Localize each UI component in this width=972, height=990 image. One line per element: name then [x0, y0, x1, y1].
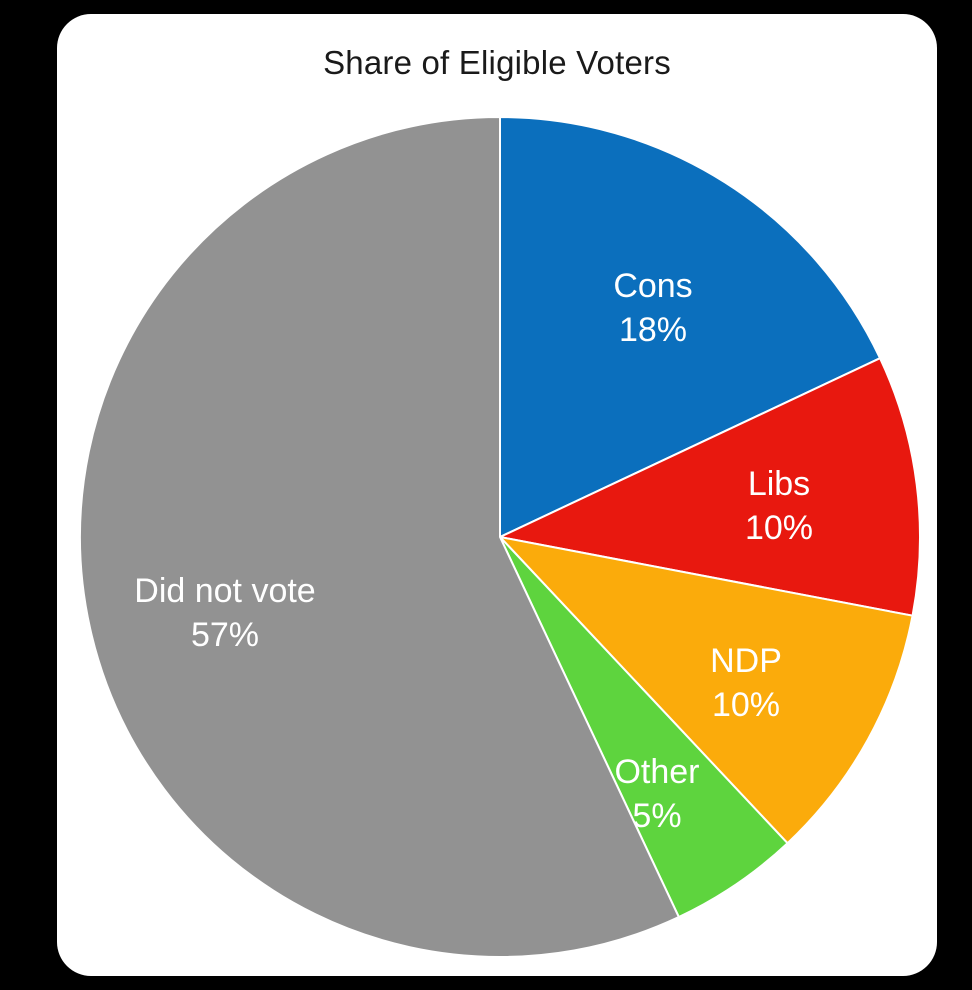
- slice-label-value: 5%: [632, 797, 681, 835]
- slice-label-value: 18%: [619, 311, 687, 349]
- slice-label-value: 57%: [191, 616, 259, 654]
- pie-slice-ndp: [497, 535, 914, 845]
- pie-slice-cons: [499, 115, 882, 539]
- slice-label-name: Libs: [748, 465, 810, 503]
- pie-slices: [79, 115, 921, 958]
- slice-label-name: NDP: [710, 642, 782, 680]
- slice-label-name: Other: [614, 753, 699, 791]
- chart-card: Share of Eligible Voters Cons 18% Libs 10% N…: [57, 14, 937, 976]
- chart-title: Share of Eligible Voters: [323, 44, 671, 81]
- slice-label-name: Did not vote: [134, 572, 315, 610]
- slice-label-name: Cons: [613, 267, 692, 305]
- slice-label-ndp: NDP 10%: [710, 642, 782, 724]
- pie-labels: Cons 18% Libs 10% NDP 10% Other 5% Did not vote 5…: [134, 267, 813, 835]
- slice-label-did-not-vote: Did not vote 57%: [134, 572, 315, 654]
- slice-label-cons: Cons 18%: [613, 267, 692, 349]
- slice-label-other: Other 5%: [614, 753, 699, 835]
- slice-label-libs: Libs 10%: [745, 465, 813, 547]
- slice-label-value: 10%: [712, 686, 780, 724]
- pie-slice-did-not-vote: [79, 115, 681, 958]
- pie-chart: Cons 18% Libs 10% NDP 10% Other 5% Did not vote 5…: [79, 115, 921, 958]
- slice-label-value: 10%: [745, 509, 813, 547]
- pie-slice-libs: [496, 356, 921, 617]
